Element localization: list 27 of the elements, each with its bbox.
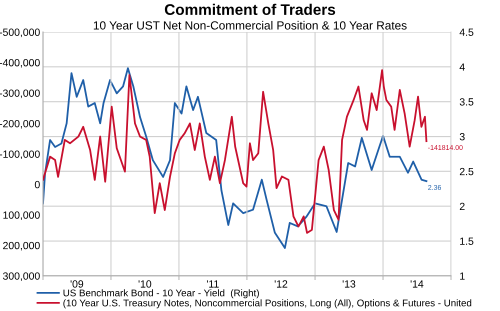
y-tick-label: 0 — [34, 180, 40, 188]
y-tick-label: -500,000 — [0, 28, 40, 38]
y2-tick-label: 2 — [460, 202, 465, 210]
y-tick-label: 200,000 — [3, 242, 40, 250]
x-tick-label: '13 — [342, 280, 356, 288]
y2-tick-label: 3.5 — [460, 98, 474, 106]
legend-label: US Benchmark Bond - 10 Year - Yield (Right) — [64, 289, 259, 298]
y2-tick-label: 2.5 — [460, 168, 474, 176]
x-tick-label: '09 — [70, 280, 84, 288]
x-tick-label: '10 — [138, 280, 152, 288]
chart-subtitle: 10 Year UST Net Non-Commercial Position & 10 Year Rates — [94, 20, 407, 30]
chart-title: Commitment of Traders — [164, 4, 336, 15]
y2-tick-label: 4 — [460, 63, 465, 71]
y-tick-label: 100,000 — [3, 211, 40, 220]
x-tick-label: '11 — [206, 280, 219, 288]
x-tick-label: '12 — [274, 280, 288, 288]
y2-tick-label: 1 — [460, 272, 465, 280]
legend-label: (10 Year U.S. Treasury Notes, Noncommercial Positions, Long (All), Options & Futures - United — [63, 299, 472, 308]
y-tick-label: -300,000 — [0, 89, 40, 98]
y-tick-label: -200,000 — [0, 120, 40, 129]
x-tick-label: '14 — [410, 280, 424, 288]
y2-tick-label: 3 — [460, 133, 465, 140]
y2-tick-label: 4.5 — [460, 28, 474, 36]
y2-tick-label: 1.5 — [460, 238, 474, 245]
y-tick-label: -400,000 — [0, 59, 40, 68]
y-tick-label: -100,000 — [0, 150, 40, 160]
y-tick-label: 300,000 — [2, 272, 40, 281]
